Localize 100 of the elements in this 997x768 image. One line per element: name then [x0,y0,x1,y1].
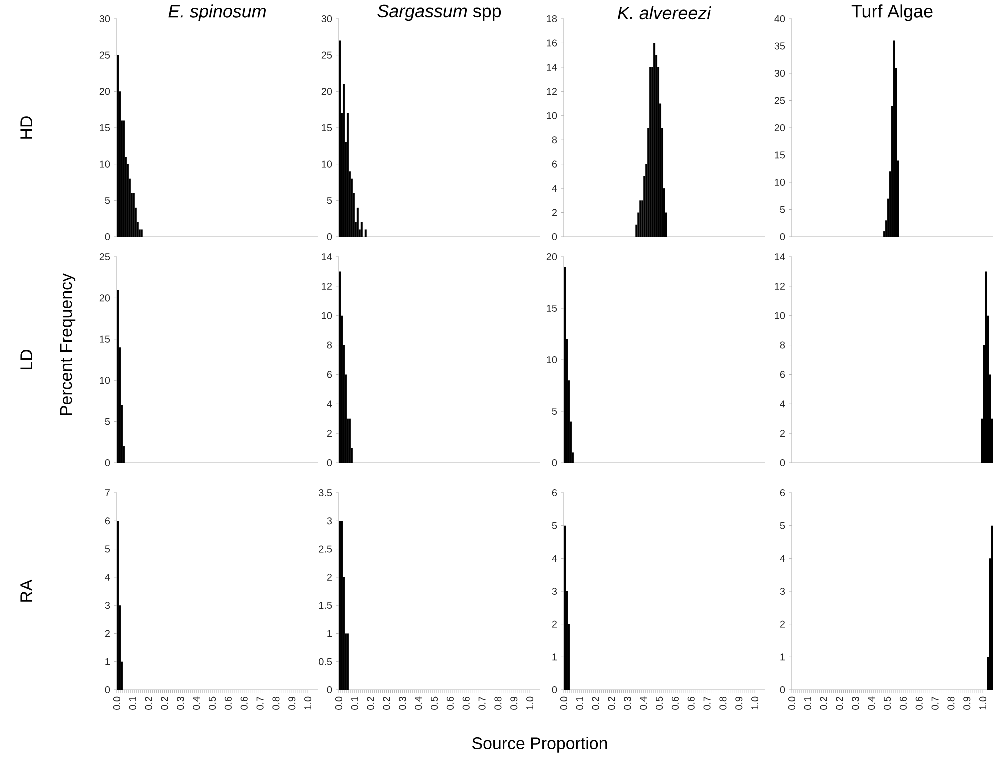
x-tick-label: 0.6 [446,696,454,710]
y-tick-label: 4 [327,400,332,408]
y-axis-title: HD [20,116,32,139]
y-tick-label: 10 [547,112,558,120]
y-tick-label: 30 [100,15,110,23]
x-tick-label: 0.4 [868,696,876,710]
y-tick-label: 5 [105,197,110,204]
y-tick-label: 5 [780,522,786,530]
y-tick-label: 10 [100,377,110,384]
y-tick-label: 5 [327,197,332,204]
x-tick-label: 0.0 [788,696,796,710]
y-tick-label: 14 [775,254,786,260]
y-tick-label: 12 [775,282,785,290]
x-tick-label: 0.6 [462,696,470,710]
x-tick-label: 0.1 [576,696,584,710]
x-tick-label: 0.7 [256,697,264,710]
y-tick-label: 0 [780,459,786,467]
y-tick-label: 30 [774,70,786,78]
x-tick-label: 0.9 [964,696,971,710]
x-tick-label: 0.3 [177,696,184,710]
y-tick-label: 2 [327,430,332,438]
x-tick-label: 0.1 [351,697,358,710]
y-tick-label: 3.5 [319,489,332,497]
x-tick-label: 0.9 [736,696,743,710]
y-tick-label: 15 [775,152,786,159]
y-tick-label: 15 [100,336,110,343]
x-tick-label: 0.9 [288,696,296,710]
y-tick-label: 6 [780,371,786,378]
chart-title: K. alvereezi [618,6,712,20]
y-tick-label: 6 [105,518,110,525]
x-tick-label: 0.2 [608,697,616,710]
y-tick-label: 0 [105,233,110,241]
x-tick-label: 0.2 [367,697,374,710]
x-tick-label: 0.1 [129,697,136,710]
y-tick-label: 10 [322,312,332,320]
x-tick-label: 0.5 [431,696,438,710]
y-tick-label: 7 [105,490,110,496]
y-tick-label: 14 [547,64,558,71]
x-tick-label: 1.0 [304,696,312,710]
y-tick-label: 5 [105,418,110,426]
y-tick-label: 8 [780,342,786,349]
y-tick-label: 6 [327,371,332,378]
x-tick-label: 0.5 [656,696,664,710]
y-tick-label: 6 [552,160,558,168]
y-tick-label: 15 [547,305,558,312]
x-tick-label: 0.9 [510,696,518,710]
y-tick-label: 20 [100,294,110,302]
x-tick-label: 0.0 [335,696,343,710]
y-tick-label: 25 [100,52,110,59]
x-tick-label: 0.6 [900,696,907,710]
x-tick-label: 0.5 [884,696,892,710]
y-tick-label: 1 [106,658,110,666]
y-tick-label: 20 [774,124,786,132]
y-tick-label: 0.5 [319,658,332,666]
x-tick-label: 0.7 [478,697,486,710]
x-tick-label: 0.6 [916,696,923,710]
chart-title: Sargassum spp [378,4,502,22]
y-tick-label: 0 [552,459,558,467]
x-tick-label: 0.8 [720,696,727,710]
y-tick-label: 25 [100,253,110,261]
x-tick-label: 0.2 [161,697,168,710]
y-tick-label: 5 [552,408,558,415]
x-tick-label: 0.2 [592,697,600,710]
y-tick-label: 5 [780,206,786,214]
x-tick-label: 0.6 [672,696,679,710]
y-tick-label: 4 [552,185,558,192]
x-axis-title: Source Proportion [472,737,608,753]
y-tick-label: 20 [546,253,558,261]
y-tick-label: 20 [100,88,110,96]
y-tick-label: 12 [547,88,557,96]
y-tick-label: 0 [552,233,558,241]
x-tick-label: 0.2 [383,697,390,710]
y-tick-label: 10 [775,178,786,186]
x-tick-label: 1.0 [980,696,987,710]
y-tick-label: 10 [547,356,558,364]
y-tick-label: 35 [774,42,786,50]
x-tick-label: 0.0 [113,696,121,710]
y-tick-label: 15 [322,124,332,132]
x-tick-label: 1.0 [752,696,759,710]
y-tick-label: 0 [327,459,332,467]
x-tick-label: 0.6 [240,696,248,710]
y-tick-label: 4 [780,555,786,562]
y-tick-label: 0 [327,233,332,241]
y-tick-label: 2 [552,209,557,216]
y-tick-label: 16 [547,40,558,47]
y-tick-label: 12 [322,282,332,290]
y-tick-label: 5 [105,546,110,553]
x-tick-label: 0.6 [224,696,232,710]
x-tick-label: 0.7 [932,697,939,710]
x-tick-label: 0.8 [948,696,955,710]
y-tick-label: 2 [105,630,110,638]
y-tick-label: 20 [322,88,332,96]
y-tick-label: 30 [322,15,332,23]
x-tick-label: 0.6 [688,696,695,710]
x-tick-label: 0.3 [852,696,860,710]
y-tick-label: 2 [780,430,785,438]
y-tick-label: 2 [552,620,557,628]
y-tick-label: 8 [552,136,558,144]
y-tick-label: 10 [322,160,332,168]
x-tick-label: 0.4 [415,696,422,710]
